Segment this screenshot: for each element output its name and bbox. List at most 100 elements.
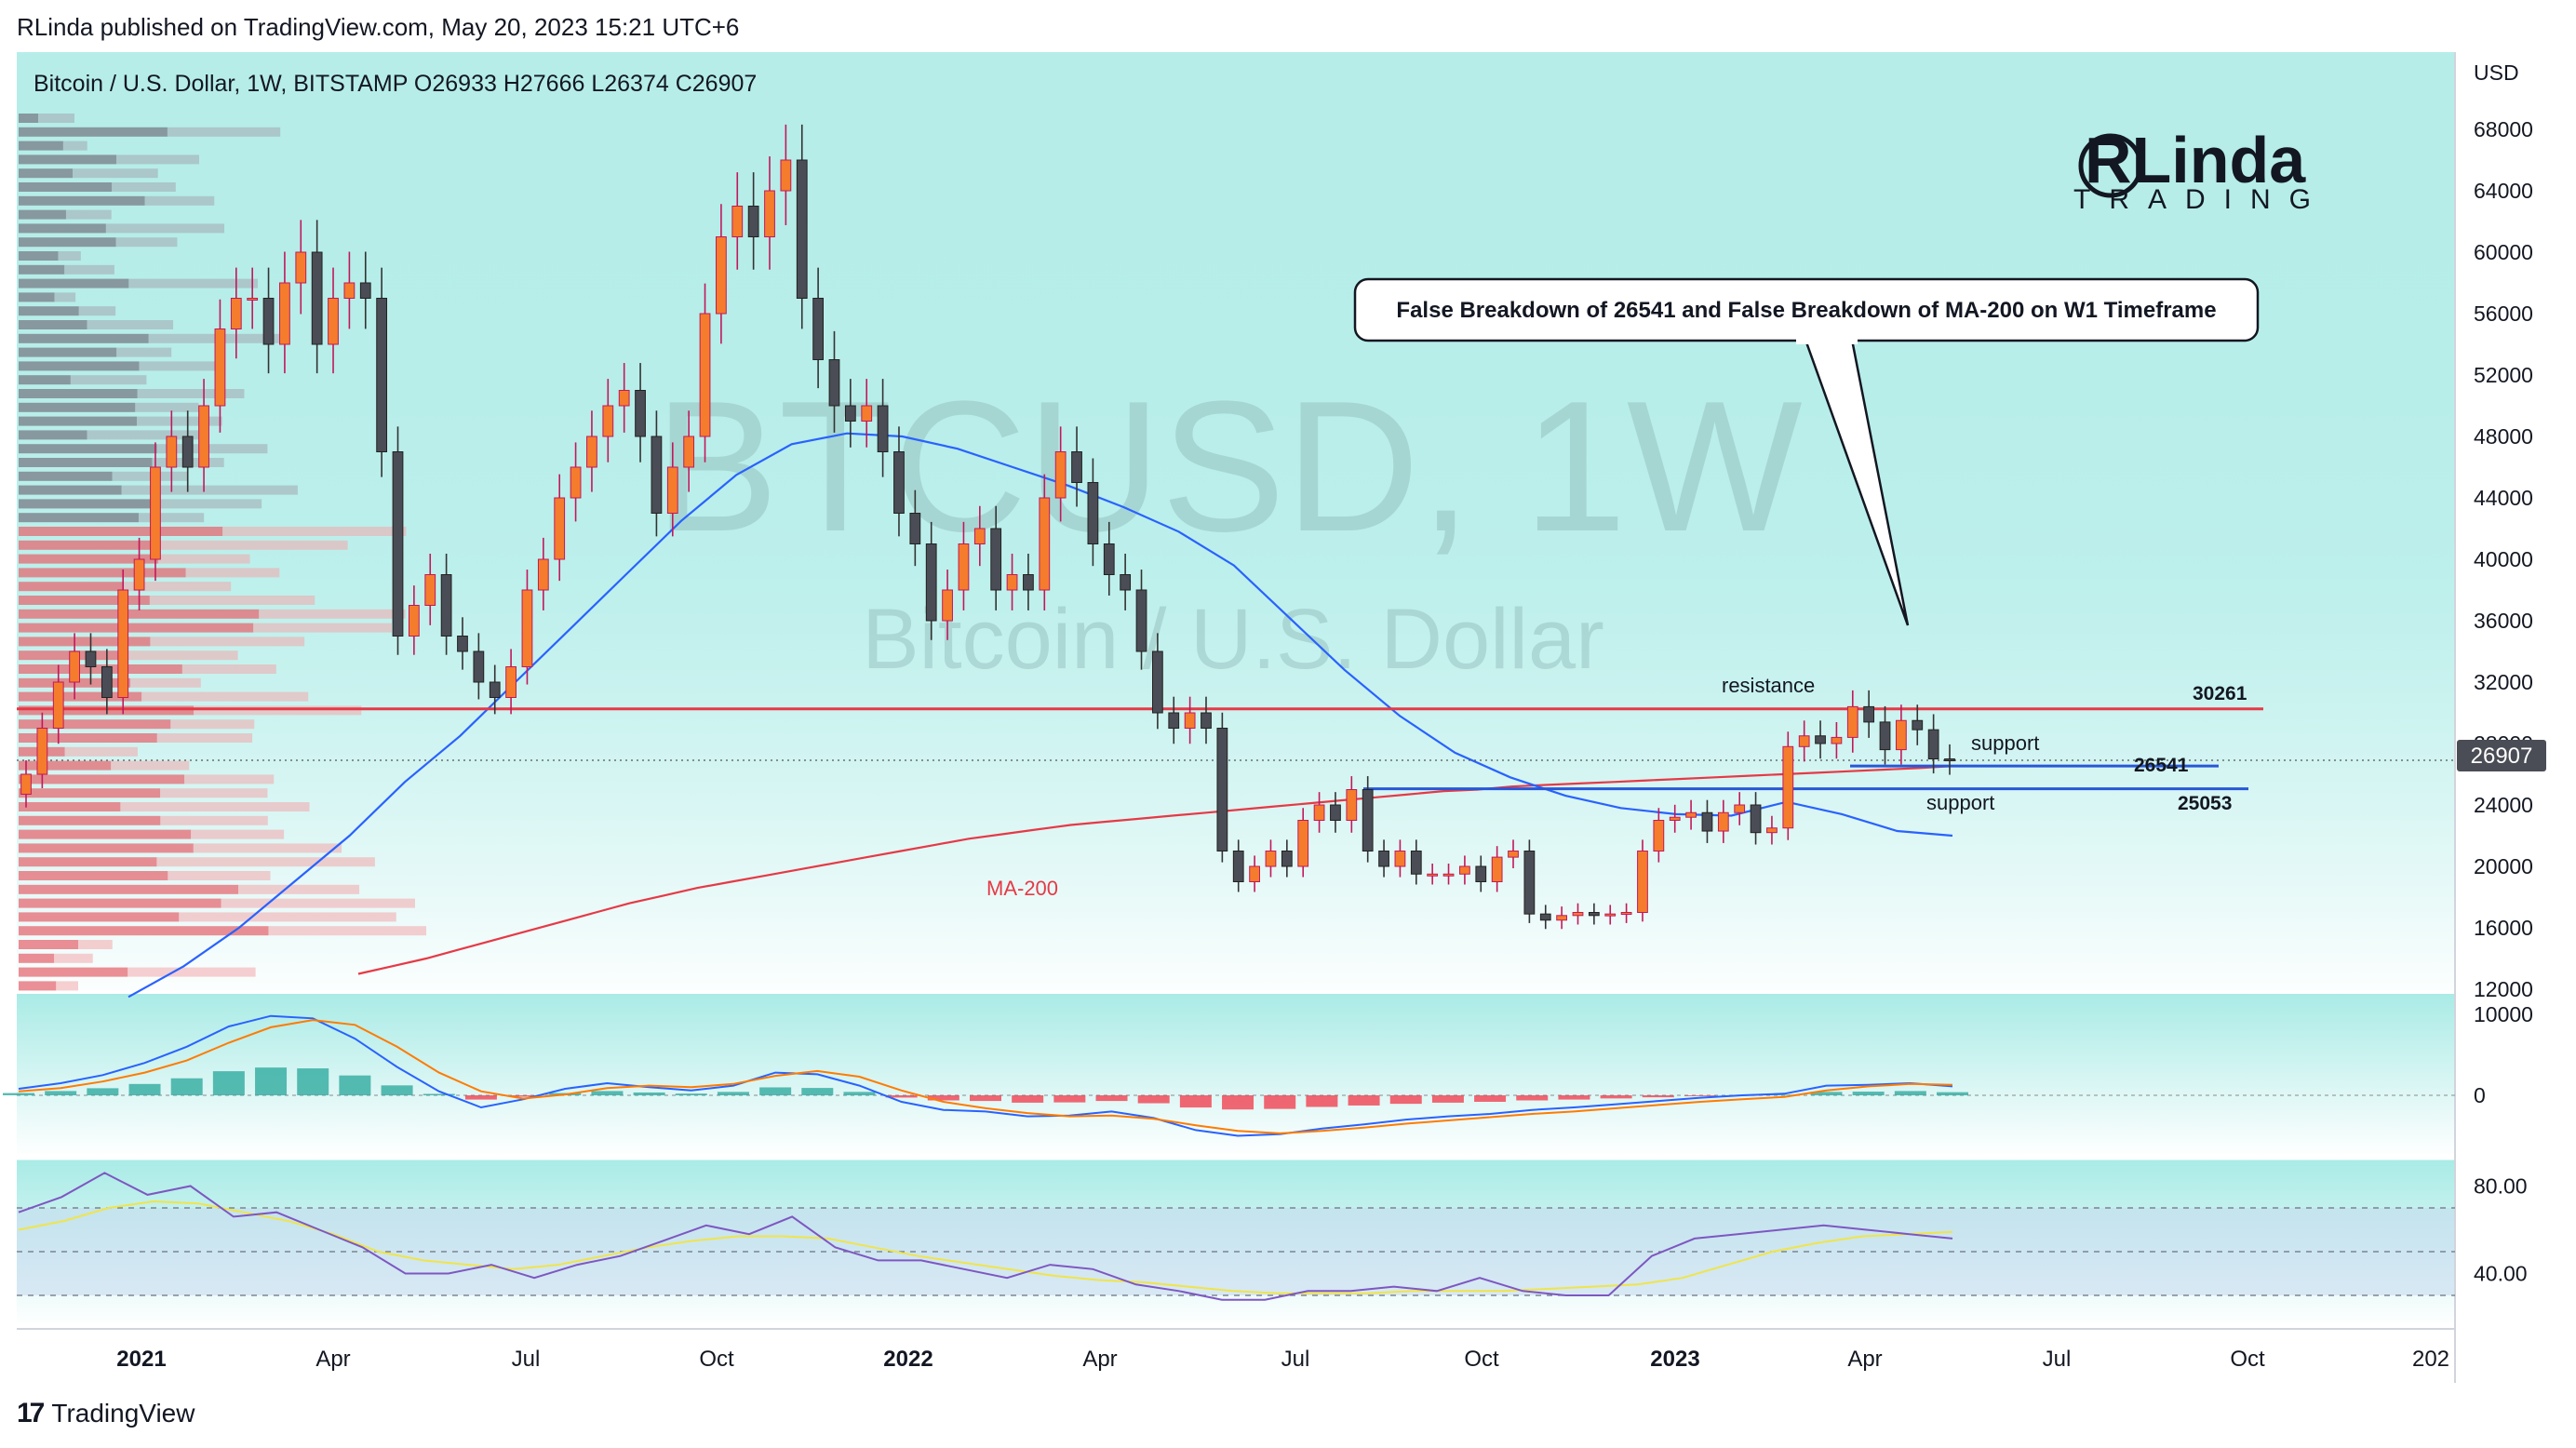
candle-body[interactable] <box>392 451 404 637</box>
candle-body[interactable] <box>731 206 744 237</box>
candle-body[interactable] <box>1863 705 1875 723</box>
candle-body[interactable] <box>990 528 1002 591</box>
candle-body[interactable] <box>376 298 388 452</box>
candle-body[interactable] <box>554 497 566 560</box>
candle-body[interactable] <box>958 543 970 591</box>
candle-body[interactable] <box>1216 728 1228 851</box>
candle-body[interactable] <box>1685 811 1697 818</box>
candle-body[interactable] <box>262 298 275 345</box>
candle-body[interactable] <box>828 359 840 407</box>
candle-body[interactable] <box>1410 851 1422 875</box>
candle-body[interactable] <box>1459 865 1470 875</box>
candle-body[interactable] <box>1475 865 1487 882</box>
candle-body[interactable] <box>618 390 630 407</box>
candle-body[interactable] <box>343 282 356 299</box>
candle-body[interactable] <box>942 589 953 622</box>
candle-body[interactable] <box>1620 912 1632 915</box>
candle-body[interactable] <box>1249 865 1260 882</box>
candle-body[interactable] <box>85 650 97 667</box>
candle-body[interactable] <box>1313 804 1325 821</box>
candle-body[interactable] <box>359 282 371 299</box>
candle-body[interactable] <box>1717 811 1729 832</box>
candle-body[interactable] <box>796 159 808 299</box>
candle-body[interactable] <box>1442 873 1455 877</box>
candle-body[interactable] <box>1427 873 1439 877</box>
candle-body[interactable] <box>473 650 485 683</box>
candle-body[interactable] <box>537 558 549 591</box>
candle-body[interactable] <box>1637 851 1648 913</box>
candle-body[interactable] <box>877 405 889 452</box>
candle-body[interactable] <box>1394 851 1406 867</box>
candle-body[interactable] <box>1766 827 1778 834</box>
candle-body[interactable] <box>457 636 468 652</box>
candle-body[interactable] <box>973 528 986 544</box>
candle-body[interactable] <box>230 298 242 329</box>
candle-body[interactable] <box>909 513 921 544</box>
candle-body[interactable] <box>150 466 161 560</box>
candle-body[interactable] <box>1927 729 1939 760</box>
candle-body[interactable] <box>1168 712 1180 729</box>
candle-body[interactable] <box>1184 712 1196 729</box>
candle-body[interactable] <box>586 436 597 468</box>
candle-body[interactable] <box>1815 735 1826 744</box>
footer-brand[interactable]: 17 TradingView <box>17 1398 195 1429</box>
candle-body[interactable] <box>844 405 856 422</box>
candle-body[interactable] <box>1054 451 1067 499</box>
candle-body[interactable] <box>1750 804 1762 834</box>
candle-body[interactable] <box>505 666 517 698</box>
candle-body[interactable] <box>925 543 937 622</box>
candle-body[interactable] <box>780 159 792 192</box>
candle-body[interactable] <box>812 298 825 360</box>
candle-body[interactable] <box>1378 851 1389 867</box>
candle-body[interactable] <box>1701 811 1713 832</box>
candle-body[interactable] <box>133 558 145 591</box>
candle-body[interactable] <box>408 605 420 637</box>
candle-body[interactable] <box>1912 719 1924 731</box>
candle-body[interactable] <box>36 728 48 775</box>
candles[interactable] <box>20 124 1955 930</box>
candle-body[interactable] <box>1896 719 1907 751</box>
candle-body[interactable] <box>1508 851 1519 858</box>
candle-body[interactable] <box>635 390 646 437</box>
candle-body[interactable] <box>1330 804 1341 821</box>
candle-body[interactable] <box>1734 804 1746 813</box>
candle-body[interactable] <box>570 466 582 499</box>
candle-body[interactable] <box>1362 789 1374 851</box>
candle-body[interactable] <box>20 773 32 795</box>
candle-body[interactable] <box>69 650 80 683</box>
candle-body[interactable] <box>166 436 178 468</box>
candle-body[interactable] <box>1944 758 1955 761</box>
callout[interactable]: False Breakdown of 26541 and False Break… <box>1353 277 2260 626</box>
candle-body[interactable] <box>1135 589 1147 652</box>
axes[interactable]: 68000 64000 60000 56000 52000 48000 44000 40000… <box>116 117 2533 1372</box>
candle-body[interactable] <box>861 405 873 422</box>
candle-body[interactable] <box>279 282 290 345</box>
candle-body[interactable] <box>683 436 695 468</box>
candle-body[interactable] <box>328 298 339 345</box>
candle-body[interactable] <box>1831 736 1843 744</box>
candle-body[interactable] <box>1346 789 1358 821</box>
candle-body[interactable] <box>1539 913 1551 921</box>
candle-body[interactable] <box>651 436 663 514</box>
candle-body[interactable] <box>1653 820 1665 851</box>
candle-body[interactable] <box>1879 721 1891 751</box>
macd-indicator[interactable] <box>3 1014 2455 1137</box>
candle-body[interactable] <box>716 236 727 315</box>
candle-body[interactable] <box>1556 915 1568 921</box>
candle-body[interactable] <box>747 206 759 237</box>
candle-body[interactable] <box>1297 820 1309 867</box>
candle-body[interactable] <box>893 451 905 514</box>
candle-body[interactable] <box>1281 851 1293 867</box>
candle-body[interactable] <box>52 681 64 729</box>
candle-body[interactable] <box>295 251 307 284</box>
candle-body[interactable] <box>521 589 533 667</box>
rsi-indicator[interactable] <box>17 1172 2455 1301</box>
candle-body[interactable] <box>311 251 323 345</box>
candle-body[interactable] <box>1669 816 1681 822</box>
candle-body[interactable] <box>117 589 129 698</box>
candle-body[interactable] <box>1071 451 1082 483</box>
candle-body[interactable] <box>699 313 711 437</box>
candle-body[interactable] <box>1846 705 1858 738</box>
candle-body[interactable] <box>101 666 113 698</box>
